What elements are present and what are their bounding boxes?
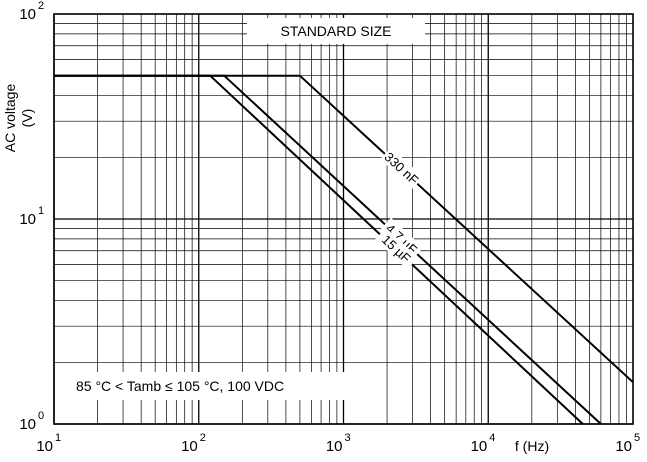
series-label-330-nf: 330 nF [381,149,421,187]
x-tick-exponent: 4 [489,432,495,444]
x-tick-label: 10 1 [36,432,61,455]
plot-frame [53,13,634,425]
x-tick-label: 10 5 [615,432,640,455]
x-tick-exponent: 3 [345,432,351,444]
series-layer [54,74,634,425]
y-tick-label: 10 0 [19,410,44,433]
x-tick-exponent: 2 [200,432,206,444]
y-tick-base: 10 [19,211,36,228]
y-axis-label: AC voltage [2,84,18,153]
y-tick-base: 10 [19,6,36,23]
y-tick-exponent: 2 [38,0,44,12]
x-tick-base: 10 [36,438,53,455]
series-line-15-f [54,74,584,425]
x-axis-label: f (Hz) [515,438,549,454]
y-tick-label: 10 2 [19,0,44,23]
x-tick-base: 10 [471,438,488,455]
chart-title: STANDARD SIZE [281,23,392,39]
y-tick-exponent: 1 [38,205,44,217]
y-tick-exponent: 0 [38,410,44,422]
x-tick-base: 10 [615,438,632,455]
tick-labels: 10 1 10 2 10 3 10 4 10 510 010 110 2 [19,0,640,455]
condition-annotation: 85 °C < Tamb ≤ 105 °C, 100 VDC [76,378,284,394]
series-label-background [380,147,424,189]
y-tick-label: 10 1 [19,205,44,228]
series-label-background [375,227,419,270]
x-tick-exponent: 1 [55,432,61,444]
x-tick-label: 10 3 [326,432,351,455]
x-tick-exponent: 5 [634,432,640,444]
x-tick-base: 10 [181,438,198,455]
series-label-group-330-nf: 330 nF [380,147,424,189]
y-axis-unit: (V) [19,109,35,128]
y-tick-base: 10 [19,416,36,433]
series-label-background [380,217,424,260]
annotation-background [68,372,368,400]
title-background [247,18,425,44]
series-line-4-7-f [54,74,602,425]
x-tick-base: 10 [326,438,343,455]
x-tick-label: 10 2 [181,432,206,455]
x-tick-label: 10 4 [471,432,496,455]
